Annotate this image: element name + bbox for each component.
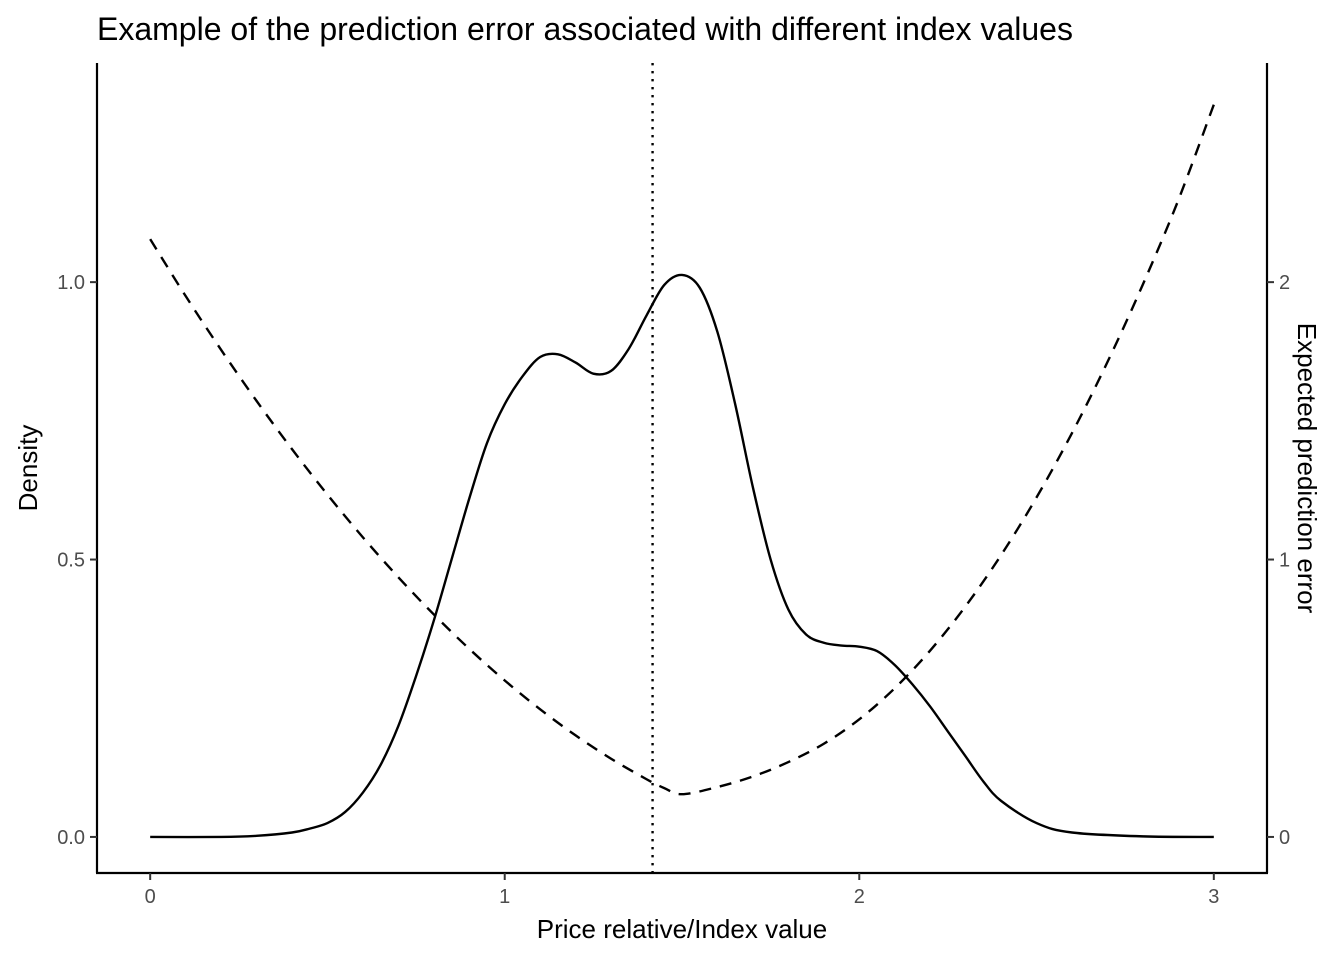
x-tick-label: 1 [499, 886, 510, 908]
x-tick-label: 0 [145, 886, 156, 908]
y-tick-label: 1.0 [57, 272, 85, 294]
y-tick-label: 0.5 [57, 550, 85, 572]
x-tick-label: 3 [1208, 886, 1219, 908]
density-curve [150, 273, 1214, 839]
y2-tick-label: 0 [1279, 827, 1290, 849]
x-axis-title: Price relative/Index value [537, 914, 827, 944]
y2-axis-title: Expected prediction error [1292, 323, 1322, 614]
prediction-error-curve [149, 104, 1215, 796]
axes: 0 1 2 3 0.0 0.5 1.0 0 1 2 [57, 63, 1290, 908]
y-axis-title: Density [13, 425, 43, 512]
y-tick-label: 0.0 [57, 827, 85, 849]
y2-tick-label: 2 [1279, 272, 1290, 294]
chart-title: Example of the prediction error associat… [97, 11, 1073, 47]
y2-tick-label: 1 [1279, 550, 1290, 572]
plot-area [149, 63, 1215, 873]
x-tick-label: 2 [854, 886, 865, 908]
